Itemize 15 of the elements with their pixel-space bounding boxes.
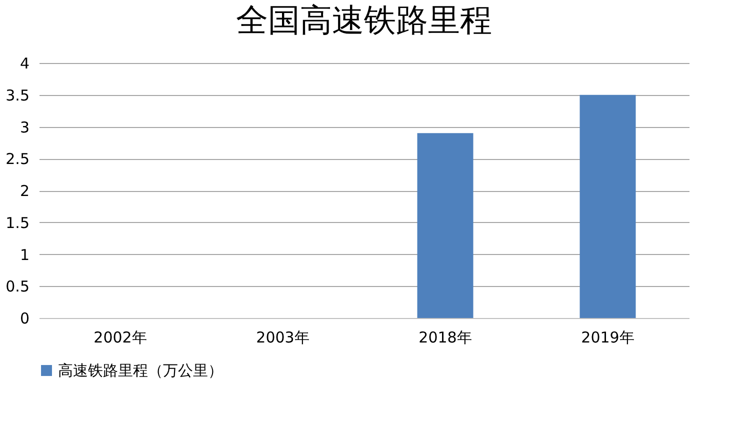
chart-title: 全国高速铁路里程: [236, 1, 492, 39]
y-tick-label: 0.5: [6, 278, 30, 296]
x-tick-label: 2019年: [581, 328, 634, 346]
y-tick-label: 3.5: [6, 86, 30, 104]
y-tick-label: 2: [20, 182, 30, 200]
x-tick-label: 2018年: [418, 328, 472, 346]
y-tick-label: 1: [20, 246, 30, 264]
x-tick-label: 2002年: [94, 328, 147, 346]
x-tick-label: 2003年: [256, 328, 310, 346]
y-tick-label: 4: [20, 54, 30, 72]
y-tick-label: 0: [20, 310, 30, 328]
y-tick-label: 2.5: [6, 150, 30, 168]
y-tick-label: 1.5: [6, 214, 30, 232]
y-tick-label: 3: [20, 118, 30, 136]
legend-label: 高速铁路里程（万公里）: [58, 362, 223, 380]
